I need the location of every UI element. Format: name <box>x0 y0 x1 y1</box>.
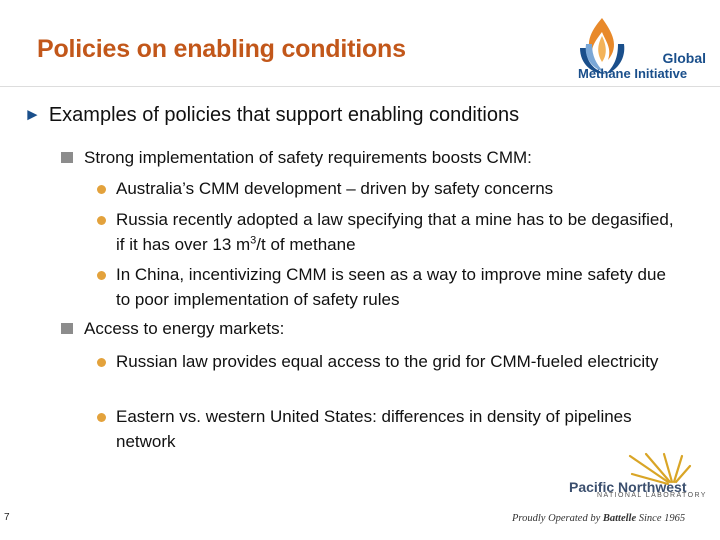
gmi-logo-line2: Methane Initiative <box>578 66 688 81</box>
square-bullet-item: Strong implementation of safety requirem… <box>61 148 532 168</box>
pnnl-name: Pacific Northwest <box>569 479 687 495</box>
gmi-logo-line1: Global <box>662 50 706 66</box>
level1-text: Examples of policies that support enabli… <box>48 104 520 126</box>
item-text: Russian law provides equal access to the… <box>116 352 659 371</box>
dot-bullet-item: Russia recently adopted a law specifying… <box>97 207 677 257</box>
dot-bullet-icon <box>97 185 106 194</box>
pnnl-tagline: Proudly Operated by Battelle Since 1965 <box>512 513 685 524</box>
header-divider <box>0 86 720 87</box>
pnnl-lab: NATIONAL LABORATORY <box>597 492 707 499</box>
item-text-part: Russia recently adopted a law specifying… <box>116 210 674 254</box>
superscript: 3 <box>250 234 257 247</box>
group-label: Access to energy markets: <box>84 319 285 338</box>
dot-bullet-item: Russian law provides equal access to the… <box>97 349 677 374</box>
slide-title: Policies on enabling conditions <box>37 35 406 63</box>
flame-globe-icon <box>580 18 625 74</box>
dot-bullet-item: In China, incentivizing CMM is seen as a… <box>97 262 677 312</box>
pnnl-logo: Pacific Northwest NATIONAL LABORATORY Pr… <box>506 452 716 530</box>
square-bullet-icon <box>61 323 73 334</box>
item-text: Russia recently adopted a law specifying… <box>116 207 677 257</box>
item-text: In China, incentivizing CMM is seen as a… <box>116 265 666 309</box>
item-text-part: /t of methane <box>256 235 356 254</box>
dot-bullet-item: Eastern vs. western United States: diffe… <box>97 404 652 454</box>
square-bullet-item: Access to energy markets: <box>61 319 284 339</box>
tagline-part: Proudly Operated by <box>512 513 603 524</box>
arrow-bullet-icon: ► <box>24 105 41 124</box>
item-text: Australia’s CMM development – driven by … <box>116 179 554 198</box>
dot-bullet-icon <box>97 271 106 280</box>
lab-star-icon <box>628 452 692 486</box>
tagline-part: Since 1965 <box>636 513 686 524</box>
group-label: Strong implementation of safety requirem… <box>84 148 532 167</box>
item-text: Eastern vs. western United States: diffe… <box>116 407 632 451</box>
gmi-logo-text: Global Methane Initiative <box>578 50 706 82</box>
dot-bullet-icon <box>97 413 106 422</box>
dot-bullet-item: Australia’s CMM development – driven by … <box>97 176 697 201</box>
dot-bullet-icon <box>97 358 106 367</box>
level1-bullet: ► Examples of policies that support enabl… <box>24 104 519 127</box>
square-bullet-icon <box>61 152 73 163</box>
global-methane-initiative-logo: Global Methane Initiative <box>572 14 712 82</box>
page-number: 7 <box>4 512 10 523</box>
tagline-battelle: Battelle <box>602 513 637 524</box>
dot-bullet-icon <box>97 216 106 225</box>
